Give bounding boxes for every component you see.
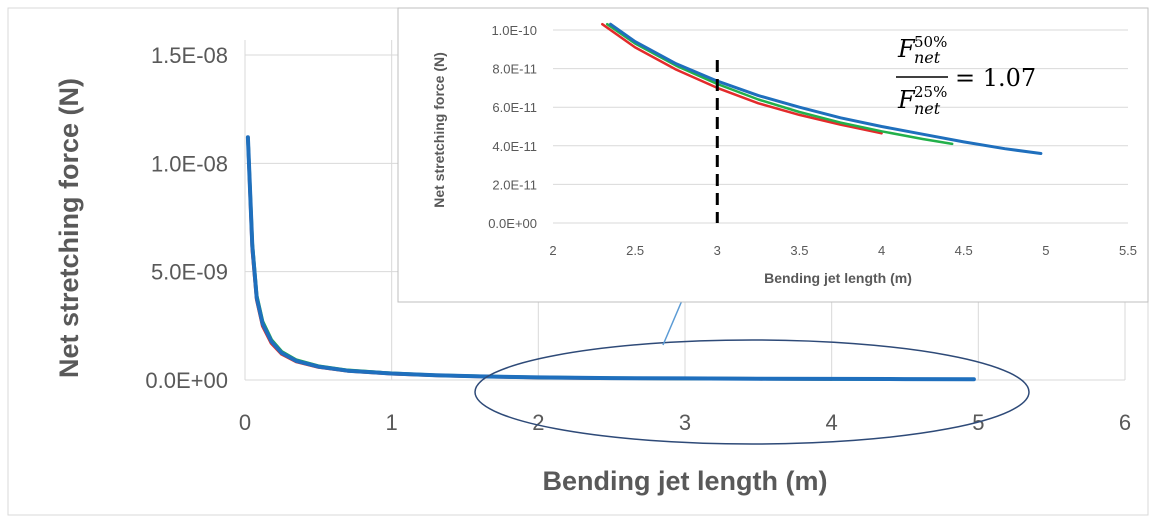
svg-text:net: net (914, 48, 941, 67)
inset-x-tick-label: 5.5 (1119, 243, 1137, 258)
svg-text:50%: 50% (914, 33, 947, 51)
inset-x-tick-label: 5 (1042, 243, 1049, 258)
main-y-tick-label: 1.0E-08 (151, 151, 228, 176)
inset-x-tick-labels: 2 2.5 3 3.5 4 4.5 5 5.5 (549, 243, 1137, 258)
inset-series-line-2 (605, 22, 954, 146)
inset-x-axis-title: Bending jet length (m) (764, 270, 912, 286)
main-series-line-3 (245, 135, 976, 382)
inset-y-tick-label: 8.0E-11 (492, 62, 537, 77)
main-x-axis-title: Bending jet length (m) (543, 466, 828, 496)
main-y-tick-label: 1.5E-08 (151, 43, 228, 68)
main-y-tick-label: 0.0E+00 (145, 368, 228, 393)
inset-series-line-1 (601, 22, 883, 135)
force-ratio-formula: F 50% net F 25% net = 1.07 (896, 33, 1036, 118)
inset-y-tick-label: 0.0E+00 (488, 216, 537, 231)
main-y-axis-title: Net stretching force (N) (54, 78, 84, 378)
zoom-region-ellipse (474, 339, 1030, 445)
main-x-tick-label: 3 (679, 410, 691, 435)
svg-text:F: F (897, 86, 916, 114)
inset-y-tick-label: 2.0E-11 (492, 177, 537, 192)
inset-x-tick-label: 4 (878, 243, 885, 258)
main-x-tick-label: 6 (1119, 410, 1131, 435)
inset-x-tick-label: 2.5 (626, 243, 644, 258)
inset-series-line-3 (609, 22, 1043, 155)
inset-y-tick-label: 1.0E-10 (491, 23, 537, 38)
force-ratio-value: = 1.07 (955, 64, 1036, 92)
main-x-tick-label: 2 (532, 410, 544, 435)
inset-y-tick-label: 6.0E-11 (492, 100, 537, 115)
svg-text:net: net (914, 99, 941, 118)
svg-text:25%: 25% (914, 83, 947, 101)
svg-text:F: F (897, 35, 916, 63)
main-y-tick-label: 5.0E-09 (151, 260, 228, 285)
inset-x-tick-label: 3.5 (790, 243, 808, 258)
main-x-tick-label: 0 (239, 410, 251, 435)
inset-gridlines (553, 29, 1128, 224)
inset-x-tick-label: 4.5 (955, 243, 973, 258)
main-plot-area (245, 135, 976, 382)
inset-x-tick-label: 3 (714, 243, 721, 258)
inset-panel (397, 7, 1149, 303)
inset-x-tick-label: 2 (549, 243, 556, 258)
inset-plot-area (601, 22, 1043, 155)
main-y-tick-labels: 0.0E+00 5.0E-09 1.0E-08 1.5E-08 (145, 43, 228, 393)
inset-y-tick-labels: 0.0E+00 2.0E-11 4.0E-11 6.0E-11 8.0E-11 1.0E-… (488, 23, 537, 231)
inset-y-tick-label: 4.0E-11 (492, 139, 537, 154)
inset-y-axis-title: Net stretching force (N) (431, 52, 447, 208)
main-x-tick-label: 1 (386, 410, 398, 435)
main-x-tick-label: 4 (826, 410, 838, 435)
